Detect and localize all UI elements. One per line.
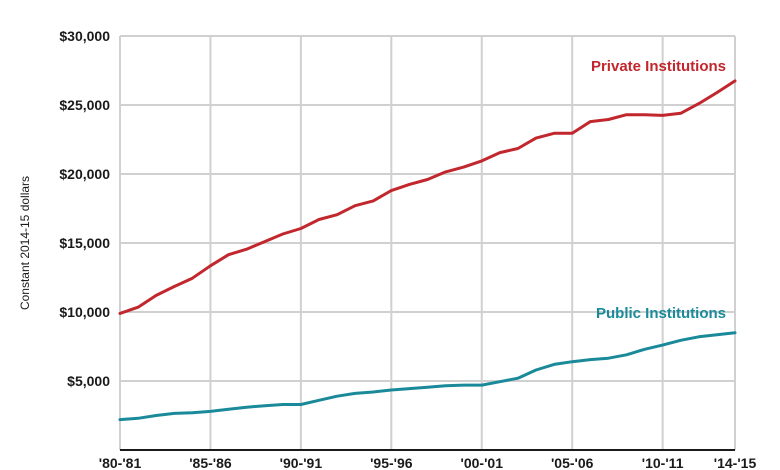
data-point (444, 170, 447, 174)
data-point (281, 403, 284, 406)
data-point (317, 218, 321, 221)
data-point (571, 132, 574, 135)
data-point (154, 414, 158, 417)
data-point (353, 392, 357, 395)
y-tick-label: $20,000 (59, 166, 110, 182)
x-tick-label: '10-'11 (642, 455, 684, 470)
data-point (715, 91, 719, 94)
data-point (281, 232, 284, 236)
data-point (643, 348, 646, 351)
data-point (625, 353, 628, 356)
x-tick-label: '05-'06 (551, 455, 594, 470)
data-point (227, 253, 230, 256)
x-tick-label: '95-'96 (370, 455, 413, 470)
data-point (679, 339, 682, 342)
y-tick-label: $10,000 (59, 304, 110, 320)
data-point (589, 120, 592, 123)
y-tick-label: $25,000 (59, 97, 110, 113)
data-point (263, 240, 266, 243)
data-point (571, 360, 574, 363)
data-point (480, 383, 483, 387)
data-point (136, 305, 140, 309)
data-point (317, 399, 321, 402)
data-point (263, 404, 266, 408)
data-point (299, 403, 303, 406)
data-point (661, 114, 664, 117)
x-tick-label: '14-'15 (714, 455, 757, 470)
data-point (408, 387, 411, 390)
data-point (372, 390, 375, 394)
data-point (480, 159, 483, 163)
data-point (661, 343, 664, 347)
data-point (335, 213, 339, 216)
data-point (426, 178, 429, 181)
data-point (444, 384, 447, 388)
data-point (426, 386, 429, 389)
data-point (679, 112, 682, 115)
y-tick-label: $30,000 (59, 28, 110, 44)
data-point (209, 264, 212, 267)
data-point (118, 418, 122, 421)
x-tick-label: '80-'81 (99, 455, 142, 470)
data-point (643, 113, 646, 116)
data-point (462, 165, 465, 169)
data-point (191, 276, 194, 280)
data-point (408, 183, 411, 186)
y-tick-label: $5,000 (67, 373, 110, 389)
data-point (390, 388, 393, 392)
data-point (118, 312, 122, 315)
data-point (733, 79, 737, 83)
data-point (227, 408, 230, 411)
data-point (154, 294, 158, 297)
series-label: Public Institutions (596, 305, 726, 322)
data-point (209, 410, 212, 413)
grid (119, 35, 736, 450)
x-tick-label: '85-'86 (189, 455, 232, 470)
data-point (173, 285, 176, 288)
data-point (299, 227, 303, 230)
data-point (534, 368, 538, 372)
data-point (245, 406, 248, 409)
x-tick-label: '90-'91 (280, 455, 323, 470)
data-point (516, 377, 520, 380)
data-point (372, 199, 375, 203)
data-point (136, 417, 140, 420)
labels: $5,000 $10,000 $15,000 $20,000 $25,000 $30,00… (59, 28, 756, 470)
series-line (118, 79, 737, 315)
series-line (118, 331, 737, 422)
data-point (498, 380, 502, 383)
data-point (516, 147, 520, 150)
data-point (462, 383, 465, 387)
data-point (552, 132, 556, 135)
data-point (335, 394, 339, 398)
data-point (625, 113, 628, 116)
series-lines (118, 79, 737, 422)
series-label: Private Institutions (591, 58, 726, 75)
data-point (353, 204, 357, 207)
data-point (589, 358, 592, 361)
data-point (733, 331, 737, 334)
data-point (607, 118, 610, 121)
data-point (552, 363, 556, 366)
data-point (534, 136, 538, 140)
x-tick-label: '00-'01 (461, 455, 504, 470)
data-point (697, 335, 701, 339)
y-tick-label: $15,000 (59, 235, 110, 251)
data-point (607, 357, 610, 360)
data-point (715, 333, 719, 336)
data-point (191, 411, 194, 414)
data-point (173, 412, 176, 415)
data-point (245, 248, 248, 251)
y-axis-title: Constant 2014-15 dollars (18, 176, 32, 310)
data-point (697, 102, 701, 105)
data-point (498, 151, 502, 154)
data-point (390, 189, 393, 192)
